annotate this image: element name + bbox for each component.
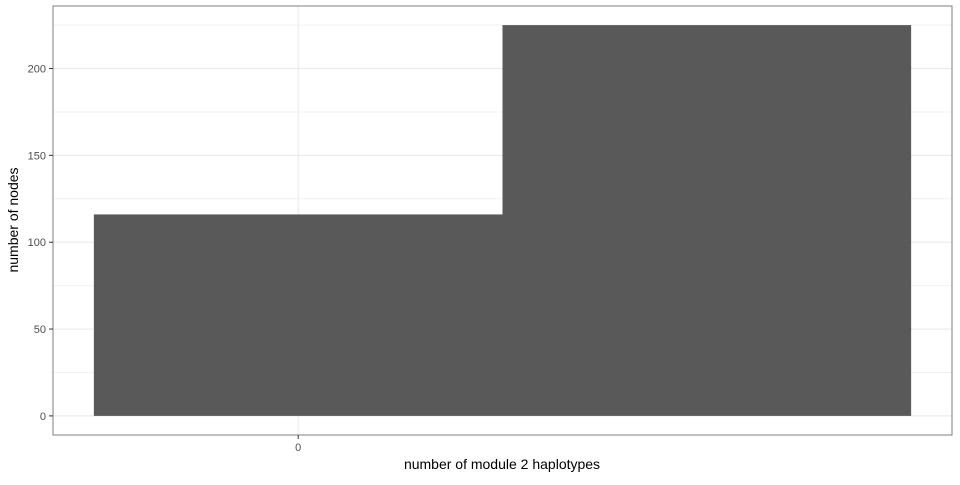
histogram-bars xyxy=(93,25,912,416)
y-tick-label: 150 xyxy=(28,150,46,162)
y-axis: 0 50 100 150 200 xyxy=(28,64,53,423)
y-tick-label: 200 xyxy=(28,64,46,76)
y-tick-label: 0 xyxy=(40,411,46,423)
panel-border xyxy=(52,5,953,436)
y-tick-label: 100 xyxy=(28,237,46,249)
histogram-bar-1 xyxy=(93,214,503,416)
x-tick-label: 0 xyxy=(295,442,301,454)
y-tick-label: 50 xyxy=(34,324,46,336)
x-axis: 0 xyxy=(295,435,301,454)
histogram-bar-2 xyxy=(502,25,912,416)
x-axis-label: number of module 2 haplotypes xyxy=(404,456,600,472)
y-axis-label: number of nodes xyxy=(5,167,21,272)
